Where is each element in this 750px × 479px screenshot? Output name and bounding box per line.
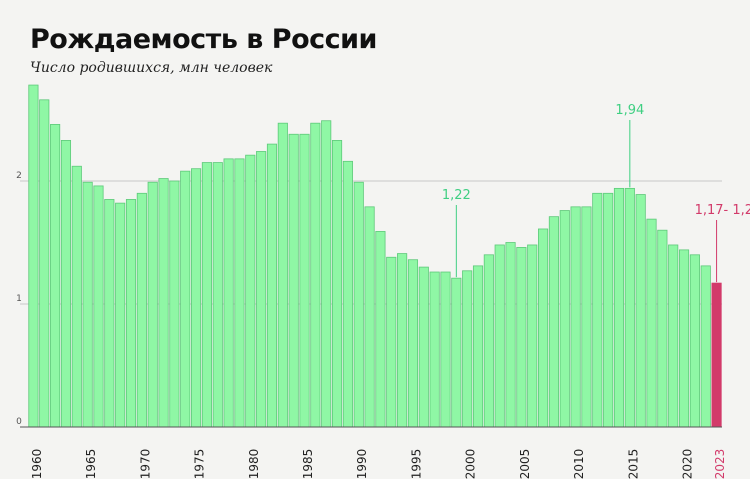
bar-1973 <box>169 180 180 428</box>
x-tick-label-2020: 2020 <box>681 449 695 479</box>
bar-1966 <box>93 185 104 428</box>
x-tick-label-1995: 1995 <box>409 449 423 479</box>
page-subtitle: Число родившихся, млн человек <box>30 60 273 76</box>
bar-2018 <box>657 229 668 428</box>
bar-2001 <box>472 265 484 428</box>
annotation-label-2015: 1,94 <box>615 103 644 118</box>
bar-2004 <box>505 242 516 428</box>
bar-1971 <box>147 181 158 428</box>
bar-2016 <box>635 194 646 428</box>
bar-1998 <box>440 271 451 428</box>
bar-1993 <box>386 256 397 428</box>
bar-1991 <box>364 206 375 428</box>
bar-2014 <box>613 187 625 428</box>
bar-2010 <box>570 206 581 428</box>
bar-2023 <box>711 282 722 428</box>
x-tick-label-2005: 2005 <box>518 449 532 479</box>
bar-2003 <box>494 244 505 428</box>
bar-1994 <box>397 253 408 428</box>
bar-2019 <box>668 244 679 428</box>
bar-1961 <box>39 99 50 428</box>
bar-1986 <box>310 122 321 428</box>
bar-2002 <box>483 254 494 428</box>
bar-1999 <box>451 277 462 428</box>
bar-1978 <box>223 158 234 428</box>
x-tick-label-2010: 2010 <box>572 449 586 479</box>
bar-2011 <box>581 206 592 428</box>
bar-1985 <box>299 133 310 428</box>
bar-1965 <box>82 181 93 428</box>
page-title: Рождаемость в России <box>30 24 377 55</box>
x-tick-label-2015: 2015 <box>626 449 640 479</box>
bar-1967 <box>104 199 115 428</box>
bar-1987 <box>321 120 332 428</box>
y-tick-label: 2 <box>16 171 22 181</box>
bar-2006 <box>527 244 538 428</box>
bar-1990 <box>353 181 364 428</box>
x-tick-label-1985: 1985 <box>301 449 315 479</box>
bar-1972 <box>158 178 169 428</box>
bar-2007 <box>538 228 549 428</box>
bar-2022 <box>700 265 711 428</box>
bar-1974 <box>180 170 191 428</box>
bar-1976 <box>201 162 212 428</box>
bar-1980 <box>245 154 256 428</box>
bar-1968 <box>115 202 126 428</box>
bar-1964 <box>71 165 82 428</box>
bar-2017 <box>646 218 657 428</box>
bar-1975 <box>191 168 202 428</box>
bar-2000 <box>462 270 473 428</box>
bar-2021 <box>689 254 700 428</box>
bar-1960 <box>28 84 39 428</box>
y-tick-label: 0 <box>16 417 22 427</box>
x-tick-label-1990: 1990 <box>355 449 369 479</box>
x-tick-label-2023: 2023 <box>713 449 727 479</box>
bar-1988 <box>331 140 343 428</box>
bar-1970 <box>136 192 147 428</box>
annotation-label-2023: 1,17- 1,2* <box>695 203 750 218</box>
x-tick-label-1960: 1960 <box>30 449 44 479</box>
bar-1963 <box>60 140 72 428</box>
bar-1969 <box>125 199 137 428</box>
bar-2015 <box>624 187 635 428</box>
bar-1997 <box>429 271 440 428</box>
x-tick-label-1970: 1970 <box>138 449 152 479</box>
bar-1982 <box>266 143 278 428</box>
bar-2012 <box>592 192 603 428</box>
bar-1983 <box>277 122 288 428</box>
bar-1989 <box>342 160 353 428</box>
bar-1995 <box>407 259 419 428</box>
bar-1984 <box>288 133 299 428</box>
y-tick-label: 1 <box>16 294 22 304</box>
x-tick-label-2000: 2000 <box>464 449 478 479</box>
bar-2009 <box>559 210 570 428</box>
bar-1977 <box>212 162 223 428</box>
annotation-label-1999: 1,22 <box>442 188 471 203</box>
bar-1996 <box>418 266 429 428</box>
bar-1979 <box>234 158 245 428</box>
bar-2008 <box>548 216 559 428</box>
bar-1962 <box>50 124 61 428</box>
x-tick-label-1980: 1980 <box>247 449 261 479</box>
bar-1981 <box>256 151 267 428</box>
x-tick-label-1975: 1975 <box>193 449 207 479</box>
bar-1992 <box>375 231 386 428</box>
bar-2005 <box>516 247 527 428</box>
bar-2013 <box>603 192 614 428</box>
x-tick-label-1965: 1965 <box>84 449 98 479</box>
bar-2020 <box>678 249 690 428</box>
